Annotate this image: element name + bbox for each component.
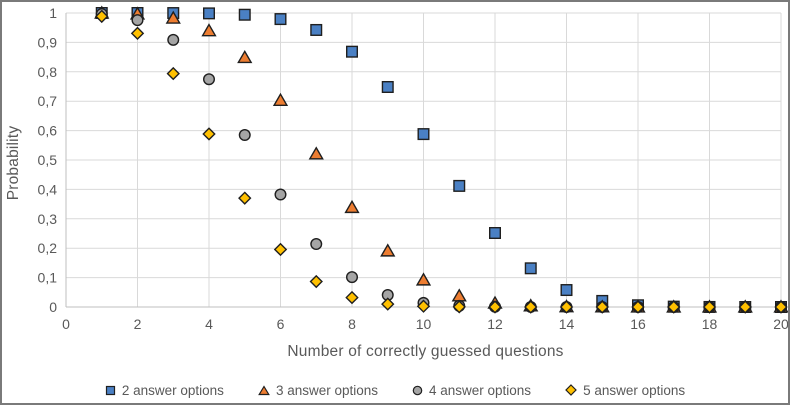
data-point[interactable] — [273, 242, 288, 257]
legend-item-5-answer-options[interactable]: 5 answer options — [565, 383, 685, 398]
y-tick-label: 0,6 — [38, 123, 58, 139]
data-point[interactable] — [453, 179, 466, 192]
data-point[interactable] — [344, 199, 360, 214]
gridlines — [65, 12, 782, 308]
data-point[interactable] — [667, 300, 681, 314]
x-tick-label: 18 — [702, 316, 718, 332]
y-tick-label: 0,8 — [38, 64, 58, 80]
data-point[interactable] — [166, 66, 180, 81]
y-tick-label: 1 — [49, 5, 57, 21]
data-point[interactable] — [452, 300, 466, 314]
data-point[interactable] — [524, 300, 538, 314]
x-tick-label: 20 — [773, 316, 788, 332]
legend-label: 5 answer options — [583, 382, 686, 398]
x-tick-label: 0 — [62, 316, 70, 332]
data-point[interactable] — [309, 274, 323, 289]
legend-item-3-answer-options[interactable]: 3 answer options — [258, 383, 378, 398]
data-point[interactable] — [310, 238, 323, 251]
y-tick-label: 0,1 — [38, 270, 58, 286]
data-point[interactable] — [131, 14, 144, 27]
data-point[interactable] — [201, 23, 217, 37]
data-point[interactable] — [238, 191, 252, 205]
x-tick-label: 2 — [134, 316, 142, 332]
x-tick-label: 14 — [559, 316, 575, 332]
series-5-answer-options[interactable] — [95, 9, 788, 314]
data-point[interactable] — [238, 128, 251, 141]
data-point[interactable] — [308, 146, 324, 160]
legend: 2 answer options 3 answer options 4 answ… — [2, 379, 788, 401]
data-point[interactable] — [631, 300, 645, 314]
data-point[interactable] — [702, 300, 717, 314]
y-tick-label: 0 — [49, 299, 57, 315]
series-3-answer-options[interactable] — [94, 5, 788, 313]
data-point[interactable] — [274, 188, 287, 201]
data-point[interactable] — [559, 300, 574, 314]
data-point[interactable] — [416, 299, 431, 313]
x-tick-label: 8 — [348, 316, 356, 332]
data-point[interactable] — [346, 271, 359, 284]
data-point[interactable] — [345, 290, 359, 305]
data-point[interactable] — [380, 243, 396, 257]
legend-label: 2 answer options — [121, 382, 224, 398]
data-point[interactable] — [774, 300, 788, 314]
data-point[interactable] — [738, 300, 752, 314]
legend-marker-diamond-icon — [565, 384, 577, 396]
y-tick-label: 0,4 — [38, 181, 58, 197]
x-tick-label: 4 — [205, 316, 213, 332]
data-point[interactable] — [202, 73, 215, 86]
y-tick-label: 0,2 — [38, 240, 58, 256]
data-point[interactable] — [524, 262, 537, 275]
data-point[interactable] — [310, 23, 323, 36]
y-tick-label: 0,7 — [38, 93, 58, 109]
x-axis-title: Number of correctly guessed questions — [287, 343, 564, 360]
data-point[interactable] — [202, 127, 216, 141]
x-tick-label: 10 — [416, 316, 432, 332]
data-point[interactable] — [346, 45, 359, 58]
data-point[interactable] — [237, 49, 253, 64]
data-point[interactable] — [451, 288, 467, 302]
y-axis-title: Probability — [5, 125, 22, 201]
data-point[interactable] — [560, 284, 573, 297]
data-point[interactable] — [381, 80, 394, 93]
data-point[interactable] — [488, 300, 502, 314]
legend-label: 4 answer options — [429, 382, 532, 398]
legend-item-2-answer-options[interactable]: 2 answer options — [105, 383, 224, 398]
data-point[interactable] — [167, 33, 180, 46]
legend-item-4-answer-options[interactable]: 4 answer options — [412, 383, 531, 398]
legend-label: 3 answer options — [275, 382, 378, 398]
data-point[interactable] — [130, 26, 145, 41]
tick-labels: 00,10,20,30,40,50,60,70,80,910 2 4 6 8 10 12 14… — [38, 5, 788, 332]
data-point[interactable] — [381, 297, 395, 311]
x-tick-label: 16 — [630, 316, 646, 332]
data-point[interactable] — [415, 272, 432, 286]
data-point[interactable] — [417, 128, 430, 141]
y-tick-label: 0,9 — [38, 34, 58, 50]
x-tick-label: 6 — [277, 316, 285, 332]
data-point[interactable] — [202, 7, 215, 20]
legend-marker-triangle-icon — [258, 384, 270, 395]
data-point[interactable] — [274, 13, 287, 26]
legend-marker-circle-icon — [412, 385, 423, 395]
y-tick-label: 0,3 — [38, 211, 58, 227]
data-point[interactable] — [595, 300, 609, 314]
data-point[interactable] — [95, 9, 109, 24]
x-tick-label: 12 — [487, 316, 503, 332]
data-point[interactable] — [165, 10, 181, 24]
y-tick-label: 0,5 — [38, 152, 58, 168]
data-point[interactable] — [489, 227, 502, 240]
data-point[interactable] — [272, 92, 289, 106]
data-point[interactable] — [238, 8, 251, 21]
legend-marker-square-icon — [105, 385, 115, 395]
